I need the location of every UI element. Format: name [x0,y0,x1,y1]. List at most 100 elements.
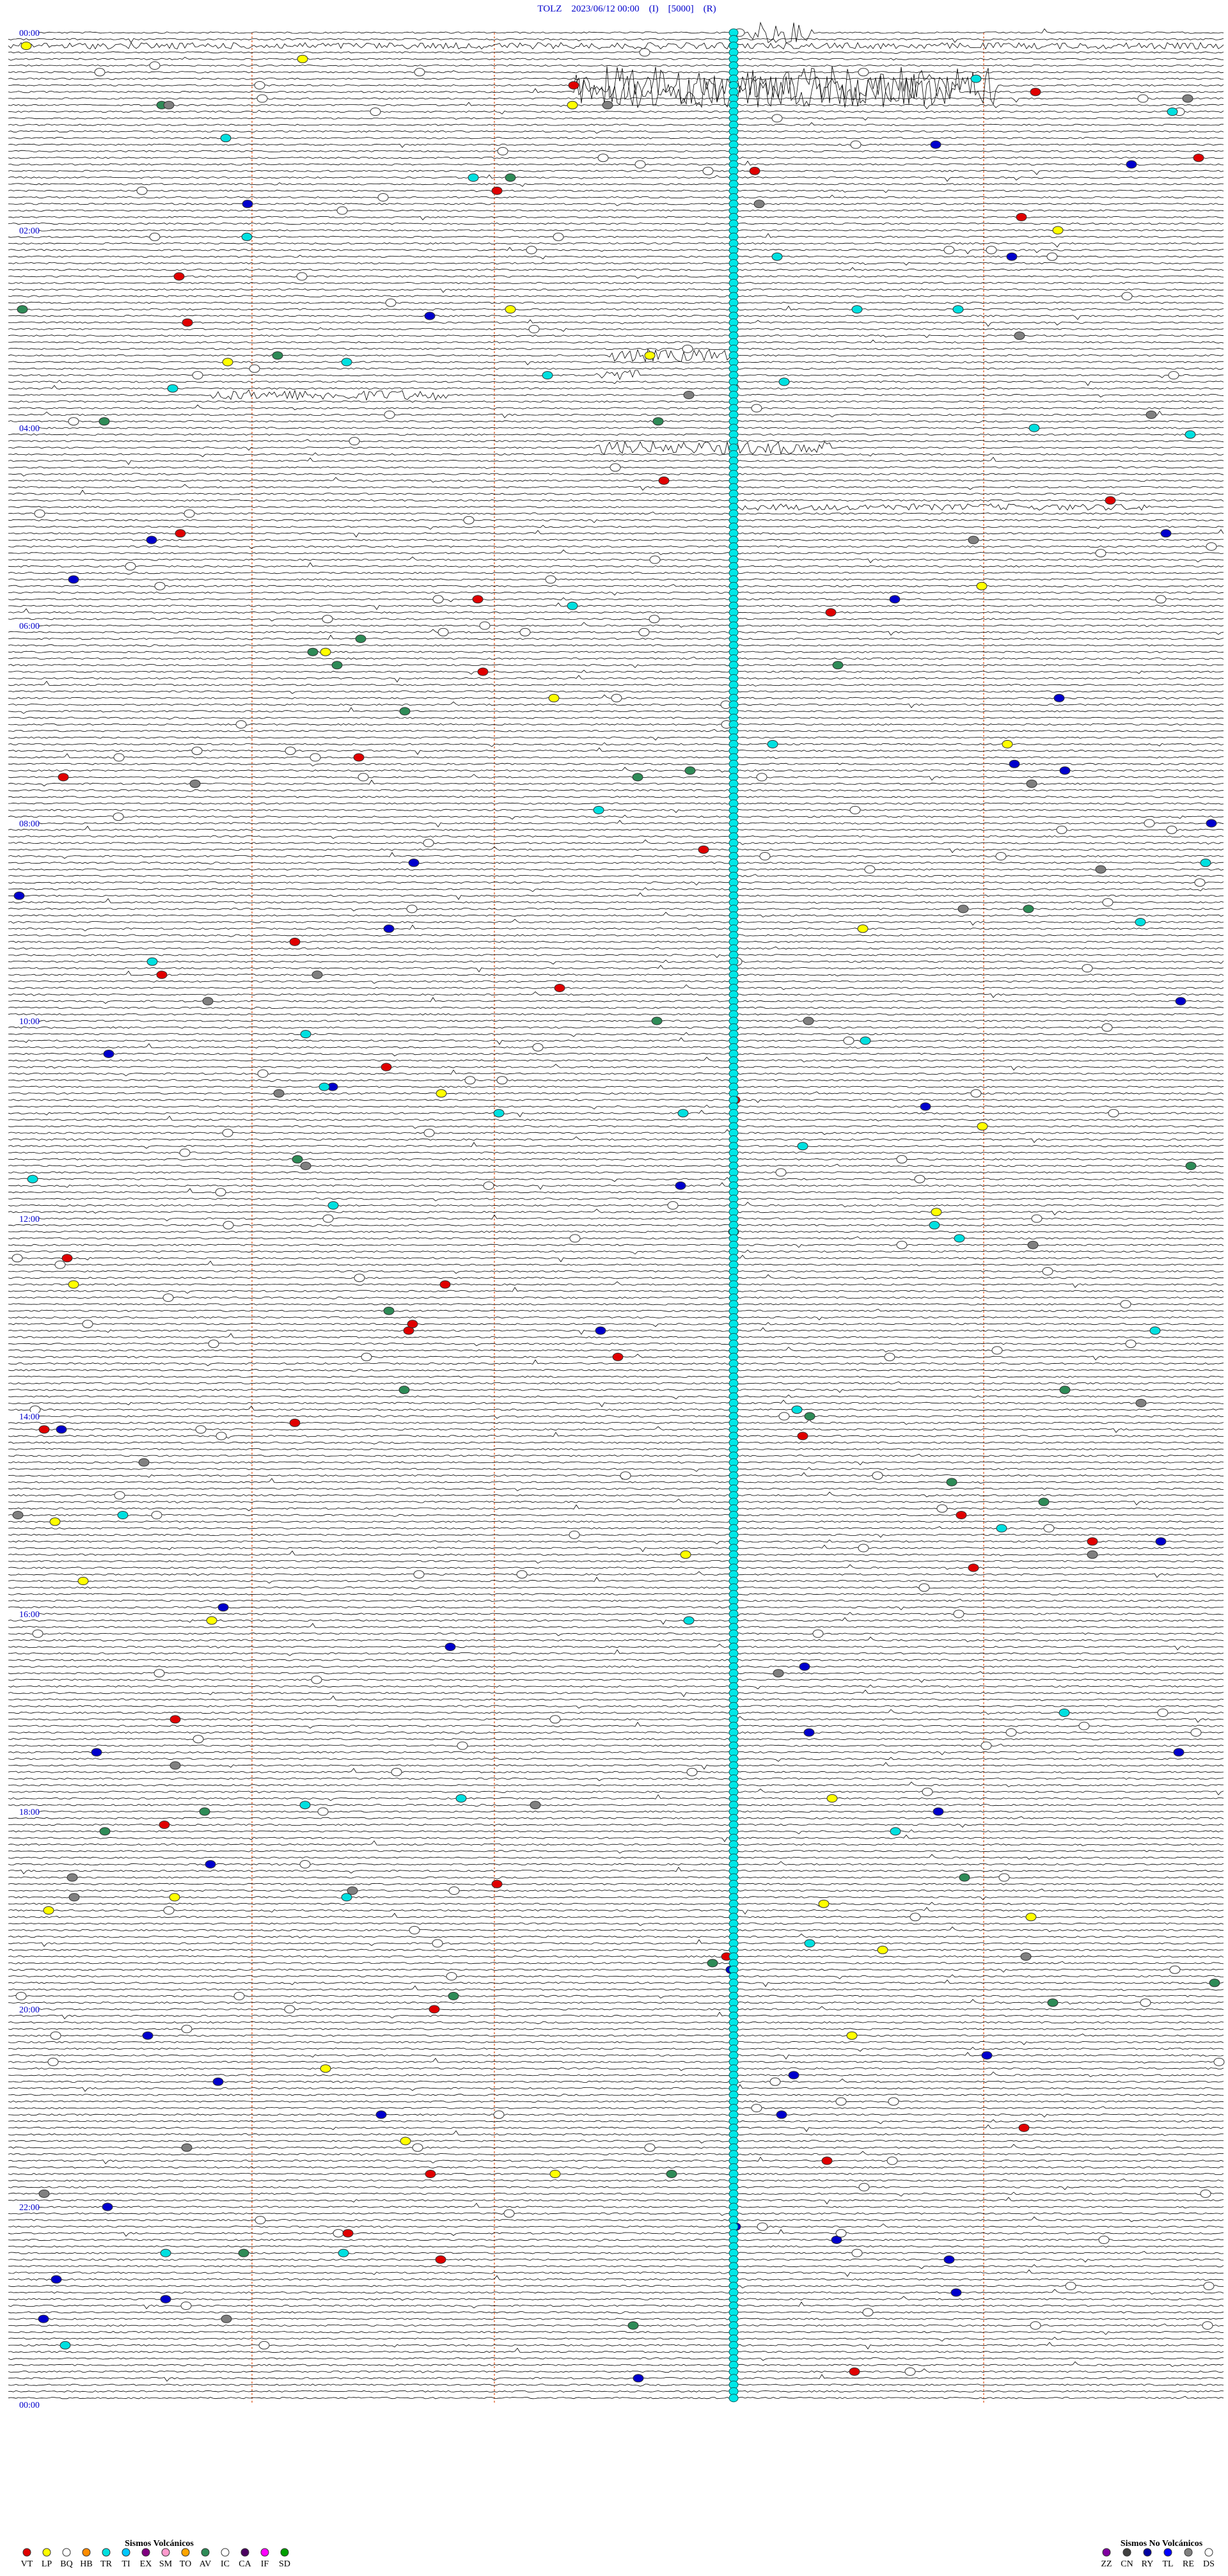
seismic-trace [8,1400,1224,1407]
time-label: 12:00 [19,1215,40,1224]
event-marker [56,1425,67,1434]
seismic-trace [8,1164,1224,1167]
seismic-trace [8,1244,1224,1248]
seismic-trace [8,1389,1224,1393]
seismic-trace [8,2094,1224,2097]
event-marker [595,1326,606,1335]
legend-code: EX [140,2559,152,2569]
seismic-trace [8,1560,1224,1564]
event-marker [163,1906,175,1915]
seismic-trace [8,1767,1224,1774]
event-marker [930,140,941,149]
seismic-trace [8,1751,1224,1755]
seismic-trace [8,102,1224,109]
event-marker [235,720,247,729]
seismic-trace [8,1867,1224,1875]
seismic-trace [8,716,1224,720]
event-marker [425,2170,436,2178]
seismic-trace [8,2238,1224,2242]
event-marker [1182,94,1193,103]
event-marker [457,1741,468,1750]
seismic-trace [8,1347,1224,1352]
event-marker [683,391,695,399]
seismic-trace [8,2302,1224,2309]
event-marker [929,1221,940,1229]
seismic-trace [8,2151,1224,2156]
seismic-trace [8,1395,1224,1400]
event-marker [1042,1267,1053,1276]
seismic-trace [8,1303,1224,1306]
event-marker [872,1471,883,1480]
seismic-trace [8,319,1224,327]
seismic-trace [8,814,1224,820]
legend-code: LP [42,2559,52,2569]
seismic-trace [8,2114,1224,2118]
event-marker [43,1906,54,1915]
legend-swatch [141,2548,150,2557]
event-marker [424,312,436,320]
event-marker [1065,2282,1076,2291]
label-box [6,1214,38,1223]
event-marker [432,595,444,604]
seismic-trace [8,400,1224,403]
seismic-trace [8,729,1224,732]
event-marker [943,246,955,255]
seismic-trace [8,1018,1224,1022]
seismic-trace [8,246,1224,255]
event-marker [1031,1214,1043,1223]
seismic-trace [8,1327,1224,1335]
event-marker [113,812,124,821]
seismic-trace [8,1026,1224,1031]
event-marker [943,2255,955,2264]
event-marker [1014,331,1025,340]
event-marker [414,68,425,77]
seismic-trace [8,835,1224,839]
event-marker [445,1643,456,1651]
time-label: 22:00 [19,2203,40,2213]
event-marker [446,1972,457,1980]
seismic-trace [8,1091,1224,1094]
event-marker [1056,825,1067,834]
seismic-trace [8,1794,1224,1801]
event-marker [821,2156,833,2165]
seismic-trace [8,1230,1224,1233]
seismic-trace [8,242,1224,248]
event-marker [680,1550,691,1559]
seismic-trace [8,2374,1224,2382]
event-marker [995,852,1007,860]
event-marker [320,647,331,656]
event-marker [50,2031,61,2040]
event-marker [99,1827,111,1836]
event-marker [1185,1162,1197,1171]
seismic-trace [8,1197,1224,1201]
seismic-trace [8,2348,1224,2353]
event-marker [59,2341,71,2350]
seismic-trace [8,2202,1224,2209]
event-marker [383,1306,395,1315]
seismic-trace [8,2071,1224,2077]
event-marker [1125,1339,1137,1348]
event-marker [991,1346,1003,1355]
seismic-trace [8,545,1224,549]
seismic-trace [8,182,1224,187]
seismic-trace [8,2342,1224,2350]
event-marker [877,1945,888,1954]
legend-swatch [102,2548,111,2557]
seismic-trace [8,157,1224,159]
label-box [6,2400,38,2409]
seismic-trace [8,1006,1224,1010]
event-marker [184,509,195,518]
event-marker [602,100,613,109]
seismic-trace [8,66,1224,106]
event-marker [256,94,268,103]
seismic-trace [8,1286,1224,1294]
seismic-trace [8,384,1224,390]
event-marker [493,2110,505,2119]
seismic-trace [8,1679,1224,1683]
event-marker [620,1471,631,1480]
event-marker [249,364,260,373]
event-marker [483,1181,494,1190]
seismic-trace [8,839,1224,845]
event-marker [776,2110,787,2119]
event-marker [1046,252,1058,261]
